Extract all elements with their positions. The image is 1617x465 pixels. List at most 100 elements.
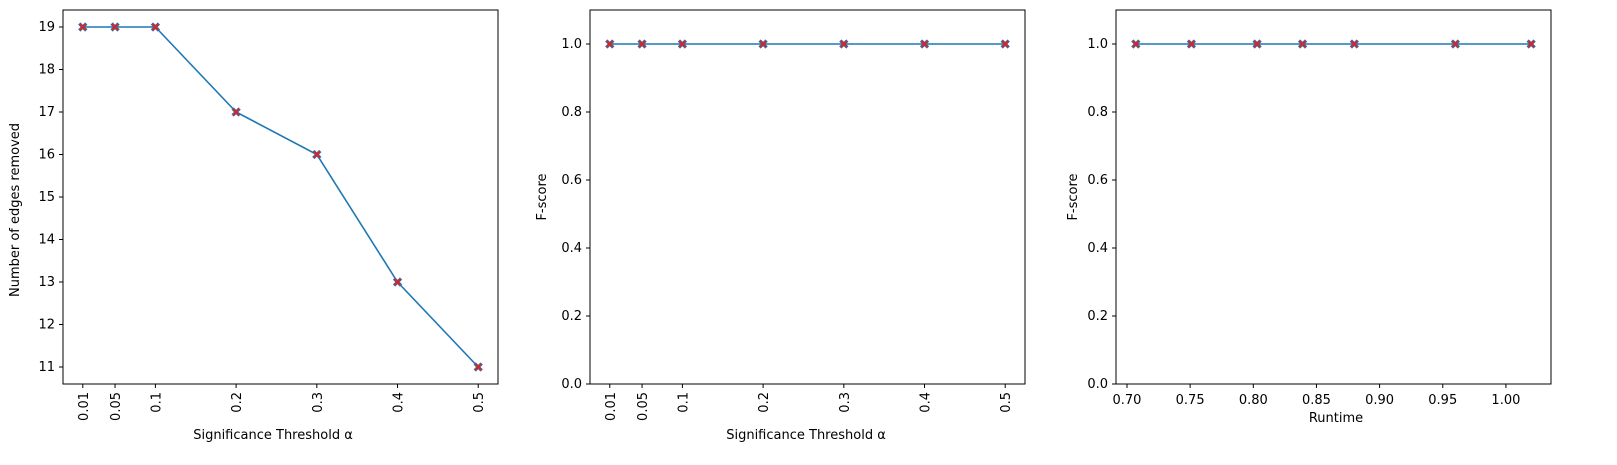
marker-stroke [840,40,848,48]
y-tick-label: 0.0 [1087,377,1108,392]
marker-stroke [232,108,240,116]
marker-stroke [1253,40,1261,48]
axes-frame [1115,9,1552,385]
plot-area-fscore-threshold: 0.0 0.2 0.4 0.6 0.8 1.0 0.01 0.05 0.1 0.2 0.3 0.4 0.… [561,9,1026,421]
data-point [392,277,403,287]
axes-frame [589,9,1026,385]
x-tick-label: 0.3 [838,392,853,413]
marker-stroke [1132,40,1140,48]
data-point [1131,39,1141,49]
y-tick-label: 0.6 [1087,173,1108,188]
y-tick-label: 0.6 [561,173,582,188]
marker-stroke [1451,40,1460,48]
marker-stroke [759,40,767,48]
x-tick-label: 0.2 [230,392,245,413]
marker-stroke [1298,40,1307,48]
y-tick-label: 18 [38,63,55,78]
data-point [231,107,241,117]
x-tick-label: 0.5 [999,392,1014,413]
x-tick-label: 0.75 [1176,393,1205,408]
marker-stroke [151,23,160,31]
data-point [677,39,688,49]
panel-edges-removed: 11 12 13 14 15 16 17 18 19 0.01 0.05 0.1 0.2 0.3 0.4 0.… [8,9,499,443]
data-point [758,39,768,49]
data-point [1000,39,1010,49]
x-axis-label: Runtime [1309,411,1363,426]
panel-fscore-runtime: 0.0 0.2 0.4 0.6 0.8 1.0 0.70 0.75 0.80 0.85 0.90 0.… [1066,9,1552,426]
data-point [1186,39,1197,49]
marker-stroke [474,363,482,371]
panel-fscore-threshold: 0.0 0.2 0.4 0.6 0.8 1.0 0.01 0.05 0.1 0.2 0.3 0.4 0.… [535,9,1026,443]
x-tick-label: 0.2 [757,392,772,413]
y-axis-label: F-score [1066,173,1081,220]
data-point [1297,39,1308,49]
marker-stroke [606,40,614,48]
y-tick-label: 0.2 [561,309,582,324]
x-axis-label: Significance Threshold α [193,428,353,443]
marker-stroke [1527,40,1535,48]
y-tick-label: 15 [38,190,55,205]
marker-stroke [638,40,646,48]
y-axis-label: F-score [535,173,550,220]
x-tick-label: 0.01 [604,392,619,421]
data-point [78,22,88,32]
y-tick-label: 0.2 [1087,309,1108,324]
x-tick-label: 0.4 [919,392,934,413]
data-point [1526,39,1536,49]
y-tick-label: 17 [38,105,55,120]
x-tick-label: 0.05 [109,392,124,421]
data-point [919,39,930,49]
data-point [110,22,120,32]
y-tick-label: 0.8 [561,105,582,120]
marker-stroke [920,40,929,48]
x-tick-label: 0.1 [149,392,164,413]
x-tick-label: 0.4 [392,392,407,413]
x-tick-label: 0.85 [1302,393,1331,408]
x-tick-label: 0.5 [472,392,487,413]
y-tick-label: 12 [38,318,55,333]
y-tick-label: 0.8 [1087,105,1108,120]
x-tick-label: 0.95 [1428,393,1457,408]
marker-stroke [1187,40,1196,48]
marker-stroke [678,40,687,48]
data-point [1450,39,1461,49]
x-tick-label: 0.90 [1365,393,1394,408]
y-tick-label: 1.0 [1087,37,1108,52]
data-point [1252,39,1262,49]
marker-stroke [111,23,119,31]
marker-stroke [393,278,402,286]
y-tick-label: 0.0 [561,377,582,392]
marker-stroke [313,150,321,159]
x-tick-label: 0.70 [1113,393,1142,408]
y-tick-label: 14 [38,233,55,248]
y-tick-label: 16 [38,148,55,163]
y-tick-label: 19 [38,20,55,35]
y-tick-label: 0.4 [561,241,582,256]
plot-area-fscore-runtime: 0.0 0.2 0.4 0.6 0.8 1.0 0.70 0.75 0.80 0.85 0.90 0.… [1087,9,1552,408]
x-tick-label: 0.01 [77,392,92,421]
x-tick-label: 0.1 [676,392,691,413]
data-point [1349,39,1359,49]
plot-area-edges-removed: 11 12 13 14 15 16 17 18 19 0.01 0.05 0.1 0.2 0.3 0.4 0.… [38,9,499,421]
y-tick-label: 13 [38,275,55,290]
marker-stroke [1350,40,1359,48]
x-tick-label: 0.80 [1239,393,1268,408]
x-tick-label: 0.3 [311,392,326,413]
x-tick-label: 0.05 [636,392,651,421]
data-point [312,149,322,160]
x-axis-label: Significance Threshold α [726,428,886,443]
y-tick-label: 1.0 [561,37,582,52]
marker-stroke [79,23,87,31]
data-point [473,362,483,372]
data-point [150,22,161,32]
marker-stroke [1001,40,1009,48]
y-tick-label: 0.4 [1087,241,1108,256]
data-point [605,39,615,49]
y-axis-label: Number of edges removed [8,123,23,297]
y-tick-label: 11 [38,360,55,375]
x-tick-label: 1.00 [1491,393,1520,408]
data-point [839,39,849,49]
data-point [637,39,647,49]
